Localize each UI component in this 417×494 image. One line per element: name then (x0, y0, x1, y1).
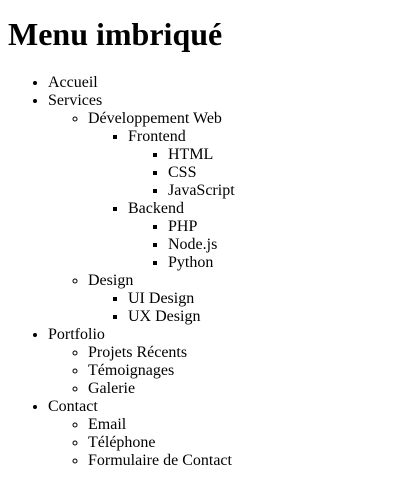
menu-item-temoignages[interactable]: Témoignages (88, 362, 409, 380)
menu-item-projets-recents[interactable]: Projets Récents (88, 344, 409, 362)
menu-item-label: Email (88, 416, 127, 433)
menu-item-label: JavaScript (168, 182, 235, 199)
menu-item-label: Services (48, 92, 103, 109)
menu-item-frontend[interactable]: Frontend HTML CSS JavaScript (128, 128, 409, 200)
nested-menu: Accueil Services Développement Web Front… (8, 74, 409, 470)
submenu-contact: Email Téléphone Formulaire de Contact (48, 416, 409, 470)
menu-item-python[interactable]: Python (168, 254, 409, 272)
menu-item-developpement-web[interactable]: Développement Web Frontend HTML CSS Java… (88, 110, 409, 272)
menu-item-galerie[interactable]: Galerie (88, 380, 409, 398)
menu-item-ui-design[interactable]: UI Design (128, 290, 409, 308)
menu-item-accueil[interactable]: Accueil (48, 74, 409, 92)
menu-item-formulaire-de-contact[interactable]: Formulaire de Contact (88, 452, 409, 470)
menu-item-label: Développement Web (88, 110, 222, 127)
submenu-design: UI Design UX Design (88, 290, 409, 326)
menu-item-label: Formulaire de Contact (88, 452, 232, 469)
menu-item-javascript[interactable]: JavaScript (168, 182, 409, 200)
menu-item-portfolio[interactable]: Portfolio Projets Récents Témoignages Ga… (48, 326, 409, 398)
menu-item-label: Node.js (168, 236, 218, 253)
menu-item-label: Projets Récents (88, 344, 188, 361)
menu-item-services[interactable]: Services Développement Web Frontend HTML… (48, 92, 409, 326)
menu-item-html[interactable]: HTML (168, 146, 409, 164)
submenu-developpement-web: Frontend HTML CSS JavaScript Backend PHP (88, 128, 409, 272)
menu-item-php[interactable]: PHP (168, 218, 409, 236)
menu-item-label: Frontend (128, 128, 186, 145)
menu-item-telephone[interactable]: Téléphone (88, 434, 409, 452)
submenu-backend: PHP Node.js Python (128, 218, 409, 272)
menu-item-label: UX Design (128, 308, 201, 325)
menu-item-label: Témoignages (88, 362, 175, 379)
menu-item-css[interactable]: CSS (168, 164, 409, 182)
menu-item-label: Contact (48, 398, 98, 415)
menu-item-email[interactable]: Email (88, 416, 409, 434)
menu-item-label: Design (88, 272, 134, 289)
submenu-services: Développement Web Frontend HTML CSS Java… (48, 110, 409, 326)
menu-item-design[interactable]: Design UI Design UX Design (88, 272, 409, 326)
menu-item-contact[interactable]: Contact Email Téléphone Formulaire de Co… (48, 398, 409, 470)
menu-item-ux-design[interactable]: UX Design (128, 308, 409, 326)
menu-item-label: HTML (168, 146, 214, 163)
menu-item-label: Portfolio (48, 326, 105, 343)
menu-item-nodejs[interactable]: Node.js (168, 236, 409, 254)
menu-item-label: CSS (168, 164, 197, 181)
page-title: Menu imbriqué (8, 16, 223, 52)
menu-item-label: Téléphone (88, 434, 156, 451)
submenu-frontend: HTML CSS JavaScript (128, 146, 409, 200)
menu-item-label: Galerie (88, 380, 136, 397)
menu-item-label: Python (168, 254, 214, 271)
menu-item-label: Backend (128, 200, 184, 217)
menu-item-backend[interactable]: Backend PHP Node.js Python (128, 200, 409, 272)
menu-item-label: PHP (168, 218, 198, 235)
submenu-portfolio: Projets Récents Témoignages Galerie (48, 344, 409, 398)
menu-item-label: Accueil (48, 74, 98, 91)
menu-item-label: UI Design (128, 290, 195, 307)
